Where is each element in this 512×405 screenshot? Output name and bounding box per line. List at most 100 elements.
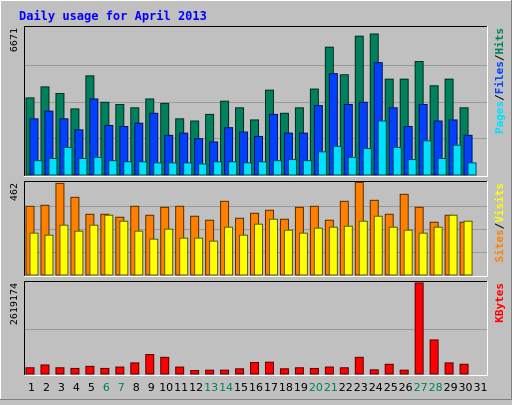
day-label-6: 6 [103,381,110,394]
day-label-10: 10 [159,381,173,394]
bar-kbytes-day-4 [70,367,80,375]
bar-pages-day-25 [392,146,402,176]
bar-kbytes-day-12 [190,370,200,375]
bar-visits-day-7 [119,220,129,276]
bar-kbytes-day-10 [160,356,170,375]
bar-kbytes-day-19 [294,367,304,375]
bar-visits-day-8 [134,230,144,276]
day-label-30: 30 [459,381,473,394]
bar-pages-day-20 [317,151,327,176]
bar-visits-day-17 [268,218,278,276]
bar-visits-day-16 [254,223,264,276]
day-label-13: 13 [204,381,218,394]
day-label-23: 23 [354,381,368,394]
axis-max-label: 2619174 [9,283,20,325]
bar-kbytes-day-28 [429,339,439,375]
panel-visits-sites: 462 Sites/Visits [9,181,506,277]
day-label-27: 27 [414,381,428,394]
bar-visits-day-19 [298,232,308,276]
day-label-25: 25 [384,381,398,394]
day-label-20: 20 [309,381,323,394]
bar-pages-day-28 [437,157,447,176]
day-label-7: 7 [118,381,125,394]
bar-pages-day-14 [228,161,238,176]
bar-visits-day-5 [89,224,99,276]
bar-kbytes-day-9 [145,354,155,375]
day-label-28: 28 [429,381,443,394]
bar-visits-day-23 [358,220,368,276]
day-label-1: 1 [28,381,35,394]
bar-kbytes-day-15 [235,368,245,375]
bar-visits-day-1 [29,232,39,276]
bar-pages-day-29 [452,144,462,176]
bar-pages-day-18 [287,159,297,176]
legend-kbytes: KBytes [493,283,506,323]
bar-pages-day-16 [258,161,268,176]
day-label-22: 22 [339,381,353,394]
legend-separator: / [493,94,506,101]
bar-kbytes-day-29 [444,362,454,375]
axis-max-label: 6671 [9,28,20,52]
bar-kbytes-day-13 [205,369,215,375]
legend-entry-files: Files [493,61,506,94]
legend-separator: / [493,54,506,61]
bar-visits-day-29 [448,214,458,276]
bar-kbytes-day-23 [354,356,364,375]
bar-pages-day-12 [198,163,208,176]
bar-pages-day-4 [78,157,88,176]
bar-pages-day-2 [48,157,58,176]
day-label-11: 11 [174,381,188,394]
bar-visits-day-30 [463,220,473,276]
legend-entry-hits: Hits [493,28,506,55]
bar-pages-day-30 [467,162,477,176]
day-label-18: 18 [279,381,293,394]
day-label-4: 4 [73,381,80,394]
bar-kbytes-day-3 [55,367,65,375]
day-label-31: 31 [474,381,488,394]
bar-visits-day-11 [179,237,189,276]
legend-entry-pages: Pages [493,101,506,134]
bar-kbytes-day-16 [250,362,260,375]
day-label-26: 26 [399,381,413,394]
bar-kbytes-day-26 [399,369,409,375]
bar-pages-day-7 [123,161,133,176]
bar-visits-day-3 [59,224,69,276]
bar-kbytes-day-21 [324,366,334,375]
day-label-19: 19 [294,381,308,394]
bar-visits-day-20 [313,227,323,276]
bar-kbytes-day-14 [220,369,230,375]
bar-pages-day-15 [243,162,253,176]
bar-visits-day-9 [149,238,159,276]
bar-pages-day-19 [302,160,312,176]
bar-kbytes-day-25 [384,363,394,375]
bar-kbytes-day-8 [130,362,140,375]
day-label-3: 3 [58,381,65,394]
bar-pages-day-1 [33,160,43,176]
day-label-9: 9 [148,381,155,394]
bar-kbytes-day-22 [339,367,349,375]
day-label-17: 17 [264,381,278,394]
bar-visits-day-24 [373,215,383,276]
bar-pages-day-3 [63,146,73,176]
bar-visits-day-4 [74,230,84,276]
bar-kbytes-day-17 [264,361,274,375]
day-label-2: 2 [43,381,50,394]
bar-visits-day-6 [104,214,114,276]
day-label-15: 15 [234,381,248,394]
bar-kbytes-day-2 [40,364,50,375]
axis-max-label: 462 [9,183,20,201]
bar-pages-day-8 [138,161,148,176]
bar-kbytes-day-6 [100,367,110,375]
bar-pages-day-13 [213,161,223,176]
legend-separator: / [493,222,506,229]
bar-kbytes-day-20 [309,367,319,375]
chart-title: Daily usage for April 2013 [19,9,207,23]
day-label-21: 21 [324,381,338,394]
panel-kbytes: 2619174 KBytes [9,281,506,376]
legend-entry-visits: Visits [493,183,506,223]
bar-pages-day-5 [93,156,103,176]
bar-kbytes-day-11 [175,366,185,375]
bar-pages-day-6 [108,160,118,176]
